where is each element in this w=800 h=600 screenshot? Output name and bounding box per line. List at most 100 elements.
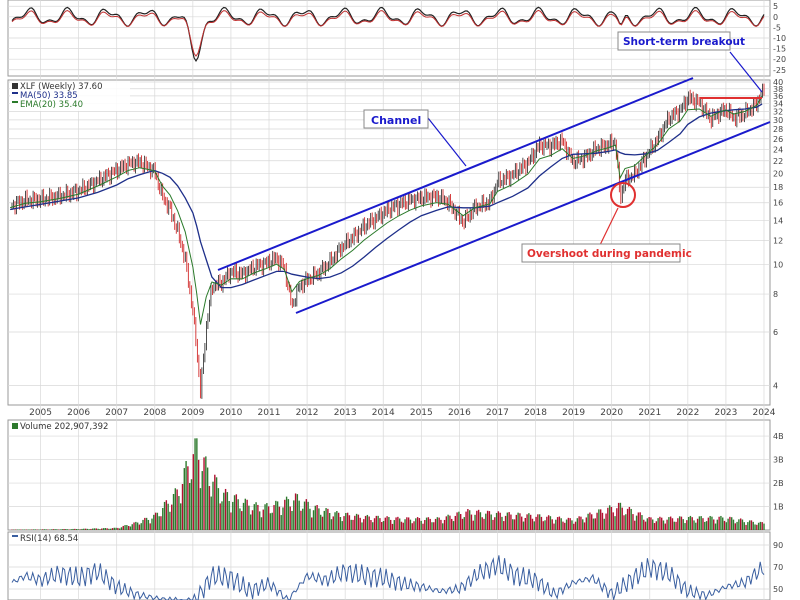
volume-bar bbox=[406, 517, 408, 530]
volume-bar bbox=[465, 511, 467, 530]
volume-bar bbox=[75, 528, 78, 530]
volume-bar bbox=[180, 503, 182, 530]
volume-bar bbox=[359, 517, 361, 530]
volume-bar bbox=[303, 501, 306, 530]
volume-bar bbox=[237, 499, 239, 530]
volume-bar bbox=[587, 513, 589, 530]
volume-bar bbox=[736, 521, 738, 530]
volume-bar bbox=[318, 508, 320, 530]
volume-bar bbox=[702, 518, 704, 530]
volume-bar bbox=[449, 515, 451, 530]
volume-bar bbox=[205, 456, 207, 530]
volume-bar bbox=[583, 522, 586, 530]
volume-bar bbox=[578, 516, 580, 530]
volume-bar bbox=[671, 518, 674, 530]
volume-bar bbox=[293, 500, 295, 530]
volume-bar bbox=[129, 526, 132, 530]
volume-bar bbox=[95, 528, 98, 530]
volume-bar bbox=[705, 521, 708, 530]
volume-bar bbox=[368, 516, 370, 530]
volume-bar bbox=[594, 518, 596, 530]
volume-bar bbox=[447, 514, 449, 530]
volume-bar bbox=[607, 507, 609, 530]
volume-bar bbox=[589, 512, 591, 530]
legend-swatch-ema20 bbox=[12, 101, 18, 103]
volume-bar bbox=[567, 517, 570, 530]
volume-bar bbox=[481, 517, 483, 530]
volume-bar bbox=[562, 521, 564, 530]
volume-bar bbox=[483, 518, 485, 530]
volume-bar bbox=[355, 513, 358, 530]
volume-bar bbox=[43, 529, 46, 530]
volume-bar bbox=[66, 529, 69, 530]
volume-bar bbox=[215, 477, 218, 530]
volume-bar bbox=[63, 529, 65, 530]
volume-bar bbox=[413, 521, 415, 530]
volume-bar bbox=[47, 529, 49, 530]
volume-bar bbox=[185, 461, 187, 530]
volume-bar bbox=[197, 459, 200, 530]
price-y-tick-label: 20 bbox=[773, 169, 783, 178]
volume-bar bbox=[745, 524, 747, 530]
volume-bar bbox=[363, 519, 365, 530]
volume-bar bbox=[271, 512, 273, 530]
channel-label-box bbox=[363, 109, 429, 129]
x-tick-label: 2015 bbox=[410, 408, 433, 418]
volume-bar bbox=[598, 509, 600, 530]
volume-bar bbox=[230, 512, 232, 530]
volume-bar bbox=[357, 514, 360, 530]
volume-bar bbox=[546, 516, 548, 530]
volume-bar bbox=[183, 468, 185, 530]
volume-bar bbox=[325, 508, 327, 530]
volume-bar bbox=[61, 529, 63, 530]
volume-bar bbox=[503, 521, 505, 530]
volume-bar bbox=[422, 523, 424, 530]
volume-bar bbox=[429, 518, 431, 530]
volume-bar bbox=[221, 501, 223, 530]
volume-bar bbox=[117, 527, 119, 530]
volume-bar bbox=[296, 494, 299, 530]
volume-bar bbox=[716, 519, 719, 530]
volume-bar bbox=[499, 512, 501, 530]
x-tick-label: 2012 bbox=[296, 408, 319, 418]
volume-bar bbox=[70, 529, 72, 530]
legend-ma50: MA(50) 33.85 bbox=[20, 91, 78, 101]
volume-bar bbox=[442, 523, 444, 530]
volume-bar bbox=[377, 515, 379, 530]
volume-bar bbox=[510, 514, 512, 530]
volume-bar bbox=[418, 518, 421, 530]
volume-bar bbox=[743, 522, 745, 530]
volume-bar bbox=[407, 517, 410, 530]
volume-bar bbox=[675, 521, 677, 530]
volume-bar bbox=[732, 519, 735, 530]
volume-bar bbox=[535, 516, 537, 530]
volume-bar bbox=[210, 496, 212, 530]
volume-bar bbox=[659, 516, 661, 530]
volume-bar bbox=[187, 466, 189, 530]
volume-bar bbox=[427, 517, 430, 530]
volume-bar bbox=[248, 505, 250, 530]
volume-bar bbox=[682, 519, 684, 530]
overshoot-label-box bbox=[521, 243, 681, 263]
volume-bar bbox=[307, 501, 309, 530]
price-y-tick-label: 26 bbox=[773, 135, 783, 144]
volume-bar bbox=[691, 517, 693, 530]
volume-bar bbox=[232, 501, 234, 530]
volume-bar bbox=[494, 517, 496, 530]
volume-bar bbox=[576, 518, 579, 530]
volume-bar bbox=[739, 518, 742, 530]
volume-bar bbox=[592, 518, 595, 530]
legend-swatch-volume bbox=[12, 423, 18, 429]
volume-bar bbox=[445, 516, 448, 530]
price-overlay-lines bbox=[9, 96, 763, 325]
volume-bar bbox=[673, 521, 675, 530]
volume-bar bbox=[544, 520, 546, 530]
volume-bar bbox=[585, 517, 588, 530]
volume-bar bbox=[172, 494, 175, 530]
volume-bar bbox=[652, 519, 654, 530]
x-tick-label: 2010 bbox=[219, 408, 242, 418]
volume-bar bbox=[264, 504, 266, 530]
volume-bar bbox=[621, 507, 623, 530]
volume-bar bbox=[287, 499, 290, 530]
